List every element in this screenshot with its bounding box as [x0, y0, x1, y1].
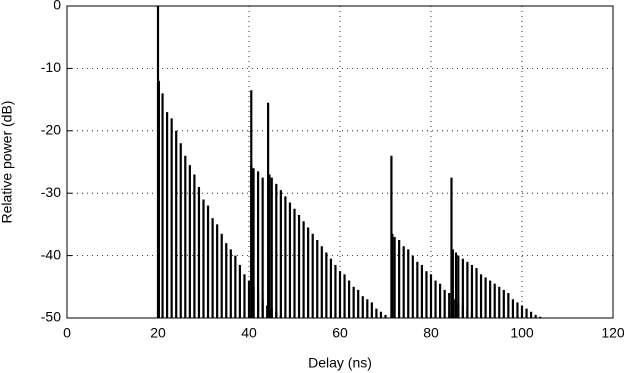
- y-tick-label: 0: [53, 0, 61, 13]
- y-tick-label: -50: [41, 309, 61, 325]
- axes-frame: [66, 5, 614, 319]
- x-tick-label: 120: [601, 325, 624, 341]
- x-tick-label: 20: [150, 325, 166, 341]
- x-tick-label: 40: [241, 325, 257, 341]
- y-tick-label: -40: [41, 246, 61, 262]
- x-tick-label: 100: [510, 325, 534, 341]
- x-tick-label: 60: [332, 325, 348, 341]
- x-tick-label: 80: [423, 325, 439, 341]
- y-tick-label: -20: [41, 122, 61, 138]
- y-axis-label: Relative power (dB): [0, 101, 15, 224]
- y-tick-label: -30: [41, 184, 61, 200]
- x-tick-label: 0: [63, 325, 71, 341]
- x-axis-label: Delay (ns): [308, 355, 372, 371]
- y-tick-label: -10: [41, 59, 61, 75]
